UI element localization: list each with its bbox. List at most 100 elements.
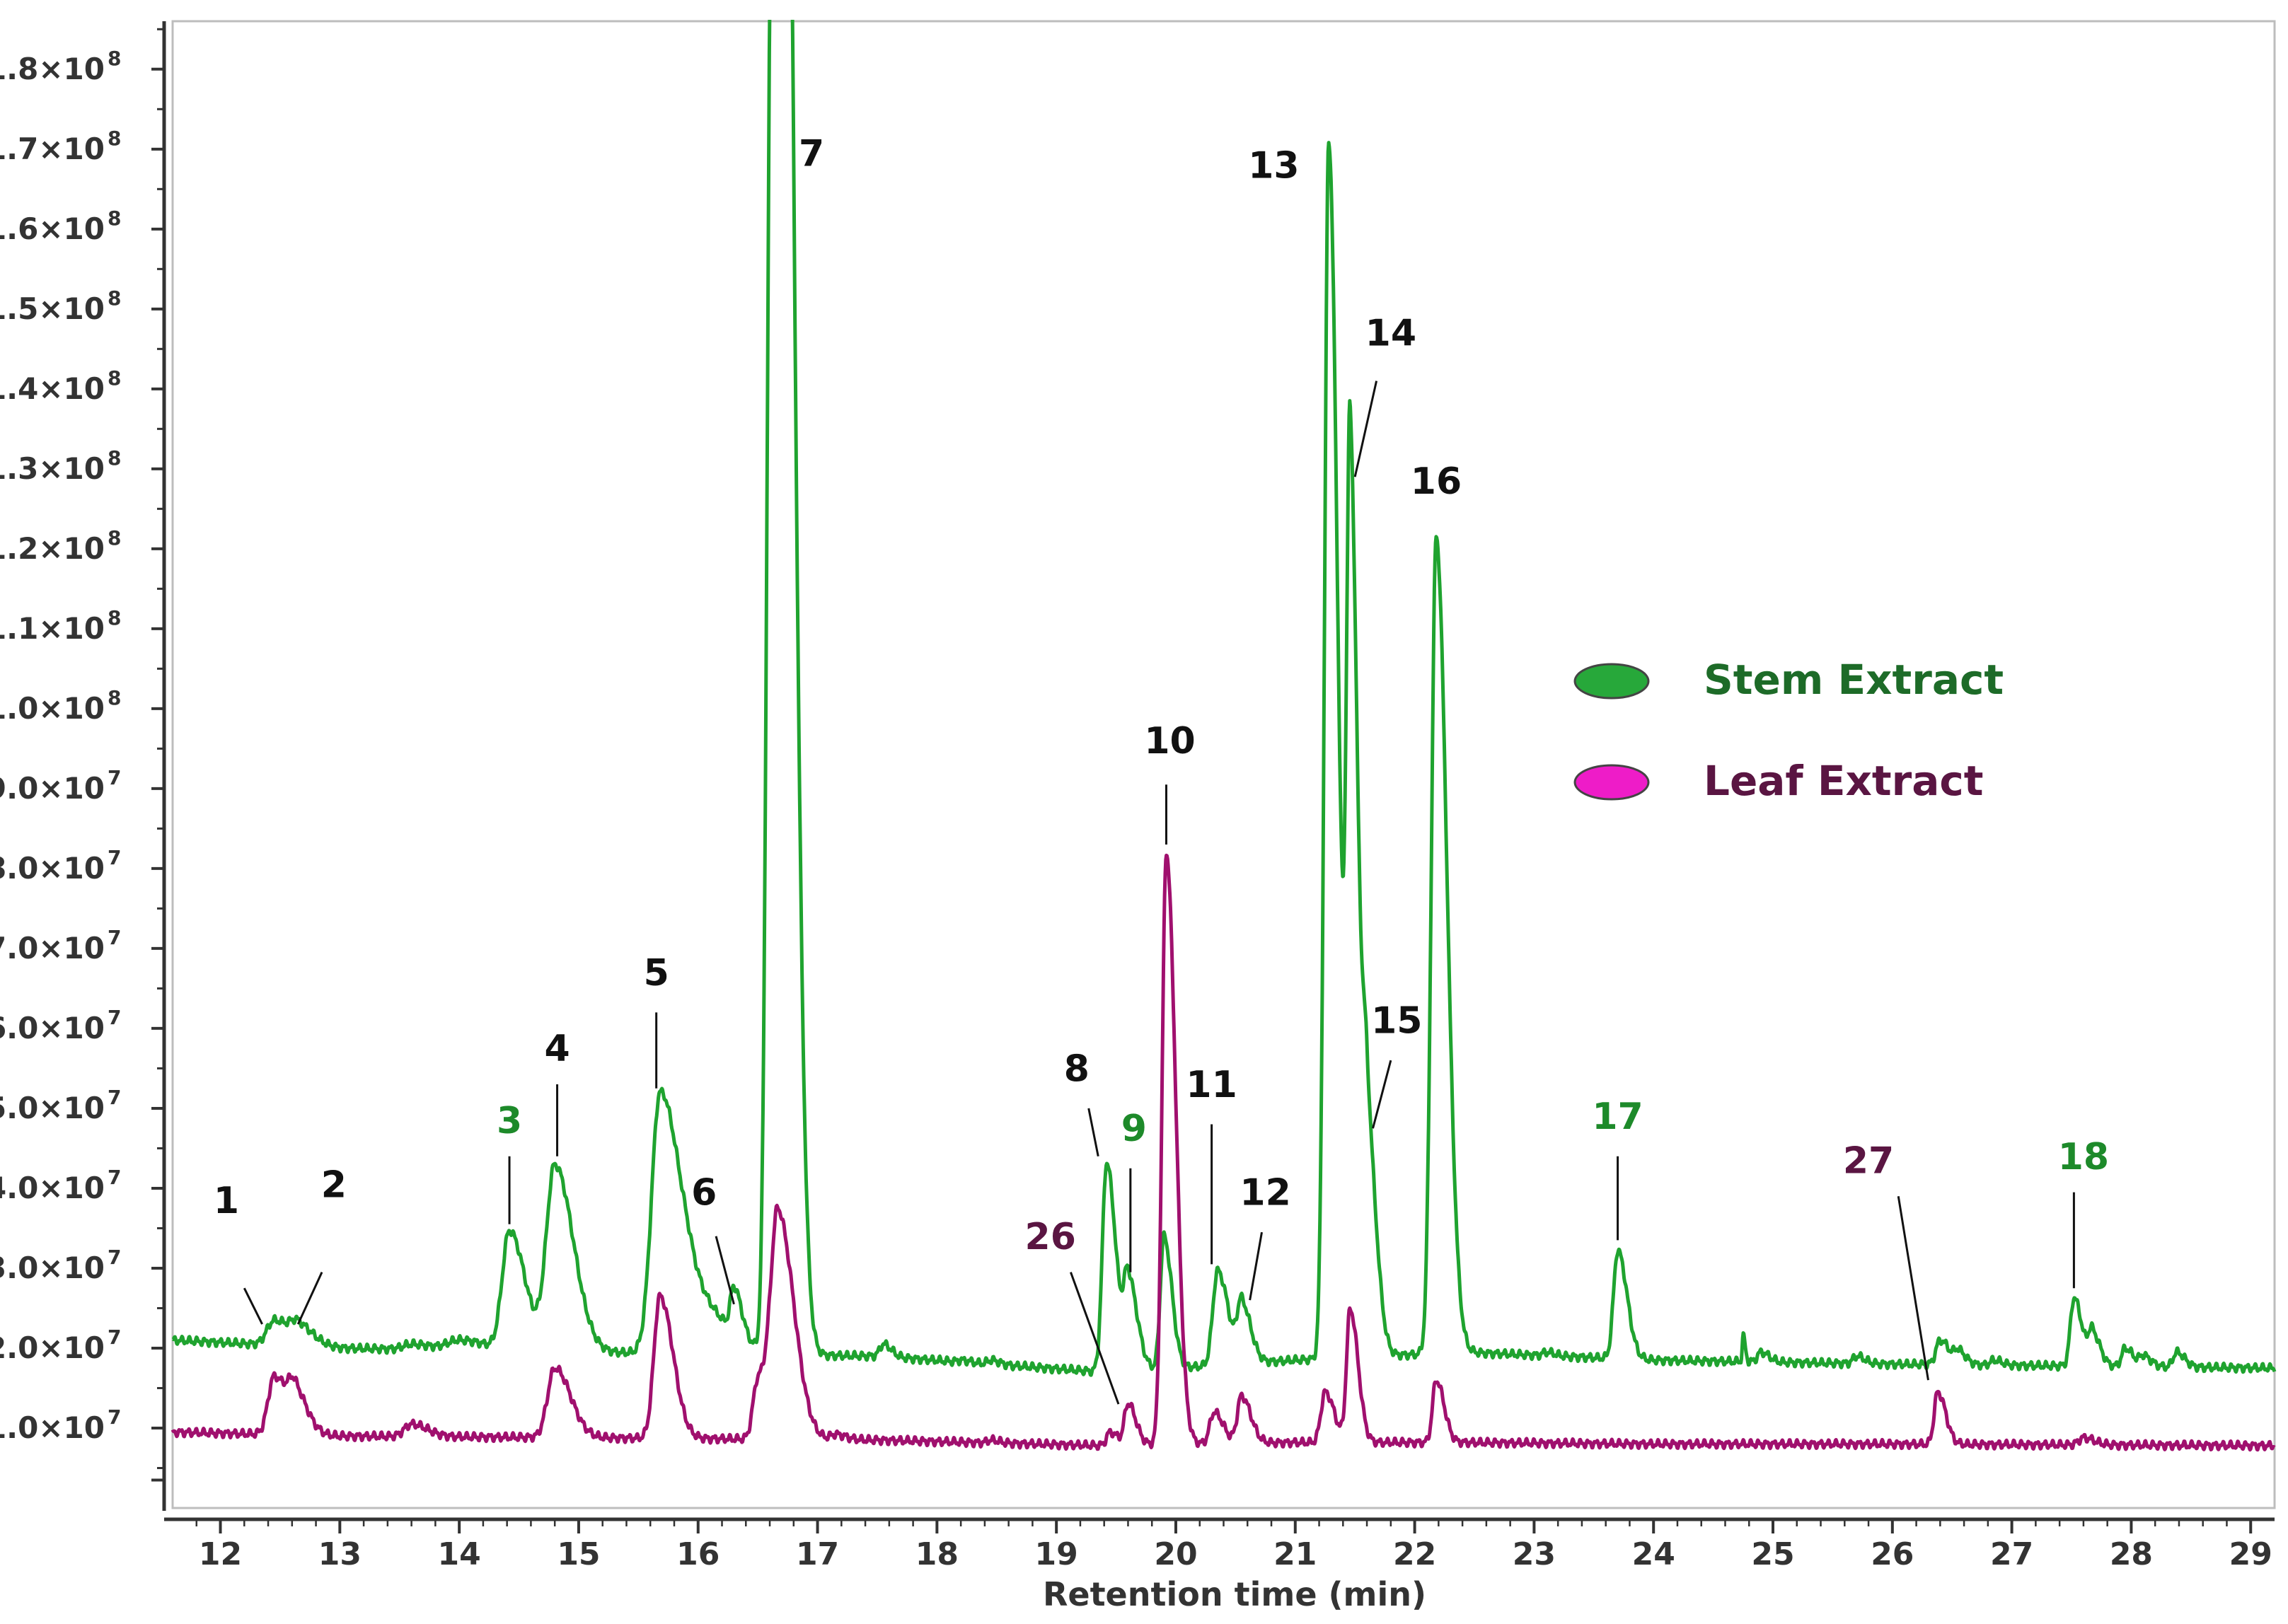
top-mask xyxy=(0,0,2288,20)
legend-label-leaf-extract: Leaf Extract xyxy=(1704,757,1983,805)
y-tick-exponent: 7 xyxy=(108,1246,121,1269)
x-axis: 12 13 14 15 16 17 18 19 20 21 22 23 24 25 26 27 28 29 xyxy=(164,1517,2275,1572)
legend-swatch-stem-extract xyxy=(1573,663,1650,700)
y-tick-label: 1.6×10 xyxy=(0,211,105,246)
series-line-stem-extract xyxy=(171,0,2277,1377)
y-tick-label: 1.3×10 xyxy=(0,451,105,486)
peak-label-2: 2 xyxy=(321,1164,347,1206)
x-tick-label: 24 xyxy=(1632,1536,1675,1572)
legend-label-stem-extract: Stem Extract xyxy=(1704,656,2004,704)
x-tick-label: 18 xyxy=(915,1536,959,1572)
y-tick-label: 1.0×10 xyxy=(0,1410,105,1445)
x-tick-label: 25 xyxy=(1751,1536,1794,1572)
peak-label-13: 13 xyxy=(1248,144,1299,187)
annotation-leader-line xyxy=(1897,1196,1929,1381)
x-tick-label: 12 xyxy=(199,1536,242,1572)
peak-label-4: 4 xyxy=(544,1028,570,1070)
plot-frame xyxy=(171,20,2276,1509)
x-tick-label: 17 xyxy=(796,1536,839,1572)
peak-label-6: 6 xyxy=(691,1172,717,1214)
y-tick-exponent: 8 xyxy=(108,286,121,310)
y-tick-label: 1.8×10 xyxy=(0,52,105,86)
x-tick-label: 13 xyxy=(318,1536,362,1572)
peak-label-26: 26 xyxy=(1025,1216,1076,1258)
x-tick-label: 22 xyxy=(1393,1536,1436,1572)
y-tick-label: 1.0×10 xyxy=(0,691,105,726)
x-tick-label: 27 xyxy=(1990,1536,2033,1572)
peak-label-18: 18 xyxy=(2058,1136,2109,1178)
annotation-leader-line xyxy=(1087,1108,1099,1157)
annotation-leader-line xyxy=(1249,1231,1263,1301)
y-tick-exponent: 8 xyxy=(108,47,121,70)
y-tick-label: 6.0×10 xyxy=(0,1011,105,1045)
peak-label-16: 16 xyxy=(1411,460,1462,503)
y-tick-label: 1.5×10 xyxy=(0,291,105,326)
y-tick-label: 1.4×10 xyxy=(0,371,105,406)
y-tick-exponent: 8 xyxy=(108,526,121,550)
peak-label-1: 1 xyxy=(214,1180,239,1222)
x-tick-label: 23 xyxy=(1513,1536,1556,1572)
y-tick-label: 3.0×10 xyxy=(0,1251,105,1285)
peak-label-5: 5 xyxy=(644,952,669,994)
annotation-leader-line xyxy=(1372,1060,1392,1129)
y-tick-exponent: 8 xyxy=(108,686,121,709)
y-tick-exponent: 8 xyxy=(108,127,121,150)
peak-label-11: 11 xyxy=(1186,1064,1237,1106)
legend-swatch-leaf-extract xyxy=(1573,764,1650,801)
legend: Stem Extract Leaf Extract xyxy=(1573,656,2004,805)
annotation-leader-line xyxy=(715,1236,735,1305)
y-tick-exponent: 7 xyxy=(108,846,121,869)
peak-label-15: 15 xyxy=(1371,1000,1422,1043)
peak-label-27: 27 xyxy=(1843,1139,1894,1182)
annotation-leader-line xyxy=(1353,381,1378,477)
y-tick-label: 1.7×10 xyxy=(0,132,105,166)
x-axis-title: Retention time (min) xyxy=(1043,1575,1426,1613)
peak-label-3: 3 xyxy=(497,1100,522,1142)
y-tick-exponent: 7 xyxy=(108,1166,121,1189)
series-layer xyxy=(0,0,2288,1452)
y-tick-label: 5.0×10 xyxy=(0,1091,105,1125)
y-tick-label: 2.0×10 xyxy=(0,1330,105,1365)
y-tick-label: 8.0×10 xyxy=(0,851,105,886)
x-tick-label: 19 xyxy=(1035,1536,1078,1572)
y-tick-exponent: 7 xyxy=(108,1405,121,1429)
peak-label-17: 17 xyxy=(1592,1096,1643,1138)
peak-label-7: 7 xyxy=(799,132,824,175)
y-tick-exponent: 7 xyxy=(108,766,121,789)
annotation-leader-line xyxy=(296,1271,323,1325)
x-tick-label: 16 xyxy=(676,1536,720,1572)
x-tick-label: 26 xyxy=(1871,1536,1914,1572)
peak-label-9: 9 xyxy=(1121,1108,1147,1150)
peak-label-12: 12 xyxy=(1240,1172,1290,1214)
annotation-leader-line xyxy=(1070,1272,1120,1405)
y-tick-exponent: 8 xyxy=(108,446,121,470)
peak-label-8: 8 xyxy=(1064,1048,1090,1090)
series-line-leaf-extract xyxy=(171,853,2276,1452)
y-tick-label: 4.0×10 xyxy=(0,1171,105,1205)
plot-border xyxy=(171,20,2276,1509)
x-tick-label: 29 xyxy=(2229,1536,2272,1572)
y-tick-exponent: 7 xyxy=(108,926,121,949)
y-tick-label: 1.1×10 xyxy=(0,611,105,646)
x-tick-label: 20 xyxy=(1154,1536,1197,1572)
y-axis: 1.0×1072.0×1073.0×1074.0×1075.0×1076.0×1… xyxy=(0,21,166,1511)
x-tick-label: 14 xyxy=(438,1536,481,1572)
y-tick-exponent: 8 xyxy=(108,366,121,390)
peak-label-10: 10 xyxy=(1144,720,1195,762)
y-tick-exponent: 7 xyxy=(108,1006,121,1029)
y-tick-exponent: 7 xyxy=(108,1086,121,1109)
y-tick-label: 1.2×10 xyxy=(0,531,105,566)
y-tick-exponent: 7 xyxy=(108,1326,121,1349)
y-tick-label: 9.0×10 xyxy=(0,771,105,806)
y-tick-label: 7.0×10 xyxy=(0,931,105,965)
x-tick-label: 15 xyxy=(557,1536,600,1572)
x-tick-label: 28 xyxy=(2110,1536,2153,1572)
peak-label-14: 14 xyxy=(1365,313,1416,355)
x-tick-label: 21 xyxy=(1273,1536,1317,1572)
y-tick-exponent: 8 xyxy=(108,606,121,630)
y-tick-exponent: 8 xyxy=(108,207,121,230)
annotation-leader-line xyxy=(243,1287,263,1325)
